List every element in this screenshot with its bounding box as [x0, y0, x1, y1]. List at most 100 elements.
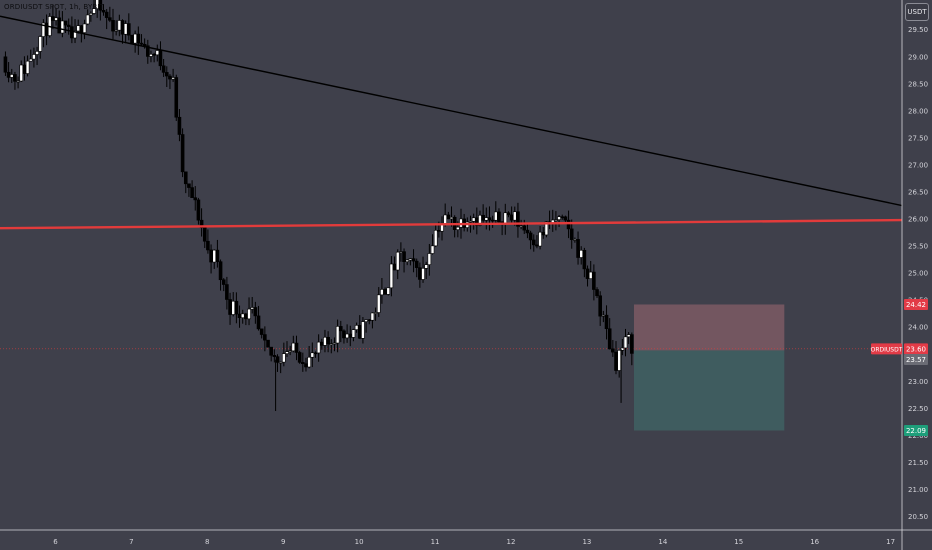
price-label: 24.42: [906, 301, 926, 309]
x-tick-label: 17: [886, 538, 895, 546]
candle-bearish: [120, 20, 125, 35]
price-axis-panel: [902, 0, 932, 550]
candle-bearish: [190, 187, 194, 198]
take-profit-zone: [633, 350, 785, 431]
candle-bearish: [256, 315, 261, 330]
candle-bearish: [522, 225, 527, 231]
candle-bearish: [225, 284, 229, 300]
candle-bullish: [433, 230, 438, 247]
symbol-tag-label: ORDIUSDT: [871, 346, 903, 353]
candle-bullish: [332, 342, 337, 345]
candle-bullish: [117, 20, 122, 31]
candle-bearish: [177, 116, 182, 135]
candle-bearish: [136, 33, 141, 44]
candle-bullish: [373, 312, 378, 314]
candle-bearish: [57, 17, 62, 34]
candle-bullish: [16, 80, 20, 83]
candle-bearish: [79, 25, 84, 33]
x-tick-label: 10: [355, 538, 364, 546]
candle-bullish: [424, 264, 428, 269]
candle-bearish: [614, 351, 618, 371]
candle-bearish: [402, 251, 406, 262]
candle-bullish: [468, 220, 473, 223]
candle-bearish: [481, 214, 485, 221]
candle-bullish: [133, 33, 137, 44]
candle-bullish: [85, 14, 90, 25]
candle-bearish: [585, 268, 590, 279]
candle-bearish: [168, 75, 172, 80]
candle-bearish: [98, 0, 103, 11]
candle-bearish: [196, 199, 201, 221]
candle-bullish: [395, 251, 400, 271]
candle-bullish: [617, 350, 621, 371]
candle-bearish: [560, 216, 565, 219]
currency-button[interactable]: USDT: [905, 3, 929, 21]
candle-bearish: [604, 314, 609, 330]
candle-bullish: [76, 25, 81, 32]
candle-bullish: [512, 211, 517, 221]
candle-bearish: [516, 211, 520, 227]
candle-bullish: [493, 211, 498, 221]
candle-bullish: [310, 352, 315, 358]
candle-bullish: [430, 245, 435, 254]
candle-bearish: [70, 26, 74, 39]
candle-bearish: [152, 53, 156, 56]
x-tick-label: 14: [658, 538, 667, 546]
candle-bullish: [92, 8, 96, 14]
y-tick-label: 27.50: [908, 134, 928, 142]
y-tick-label: 20.50: [908, 513, 928, 521]
candle-bullish: [519, 225, 523, 228]
candle-bullish: [427, 253, 432, 265]
x-tick-label: 13: [582, 538, 591, 546]
y-tick-label: 27.00: [908, 161, 928, 169]
candle-bearish: [497, 211, 501, 223]
candle-bearish: [528, 232, 533, 241]
candle-bearish: [598, 295, 602, 317]
candle-bearish: [130, 34, 134, 44]
x-tick-label: 6: [53, 538, 58, 546]
candle-bullish: [278, 361, 283, 364]
candle-bearish: [221, 279, 226, 285]
candle-bullish: [351, 329, 356, 338]
candle-bullish: [399, 251, 403, 253]
candle-bearish: [487, 217, 492, 221]
candle-bearish: [595, 289, 599, 297]
candle-bearish: [611, 348, 615, 353]
candle-bullish: [288, 350, 292, 353]
y-tick-label: 23.00: [908, 378, 928, 386]
candle-bearish: [301, 362, 305, 365]
x-tick-label: 7: [129, 538, 133, 546]
candle-bearish: [576, 239, 580, 258]
candle-bullish: [329, 343, 334, 346]
candle-bullish: [240, 313, 245, 319]
candle-bullish: [155, 50, 160, 56]
candle-bearish: [490, 219, 495, 222]
candle-bearish: [187, 183, 191, 188]
price-label-box: [904, 424, 928, 436]
candle-bearish: [541, 231, 546, 236]
y-tick-label: 28.00: [908, 107, 928, 115]
candle-bearish: [139, 42, 144, 45]
candle-bearish: [326, 336, 330, 345]
candle-bearish: [206, 240, 210, 251]
candle-bearish: [158, 50, 163, 67]
candle-bullish: [623, 336, 628, 349]
descending-trendline: [0, 15, 903, 207]
candle-bearish: [392, 263, 397, 271]
price-label-box: [904, 343, 928, 355]
candle-bearish: [244, 313, 248, 320]
candle-bearish: [348, 333, 353, 338]
candle-bullish: [405, 259, 410, 262]
candle-bullish: [345, 333, 349, 339]
x-tick-label: 12: [507, 538, 516, 546]
candle-bearish: [367, 319, 372, 322]
candle-bearish: [383, 289, 387, 295]
candle-bearish: [218, 261, 223, 281]
candle-bullish: [354, 325, 359, 330]
candle-bearish: [228, 299, 232, 315]
candle-bullish: [370, 312, 375, 321]
candle-bullish: [307, 356, 311, 368]
candle-bearish: [22, 64, 27, 74]
candle-bearish: [193, 197, 198, 201]
